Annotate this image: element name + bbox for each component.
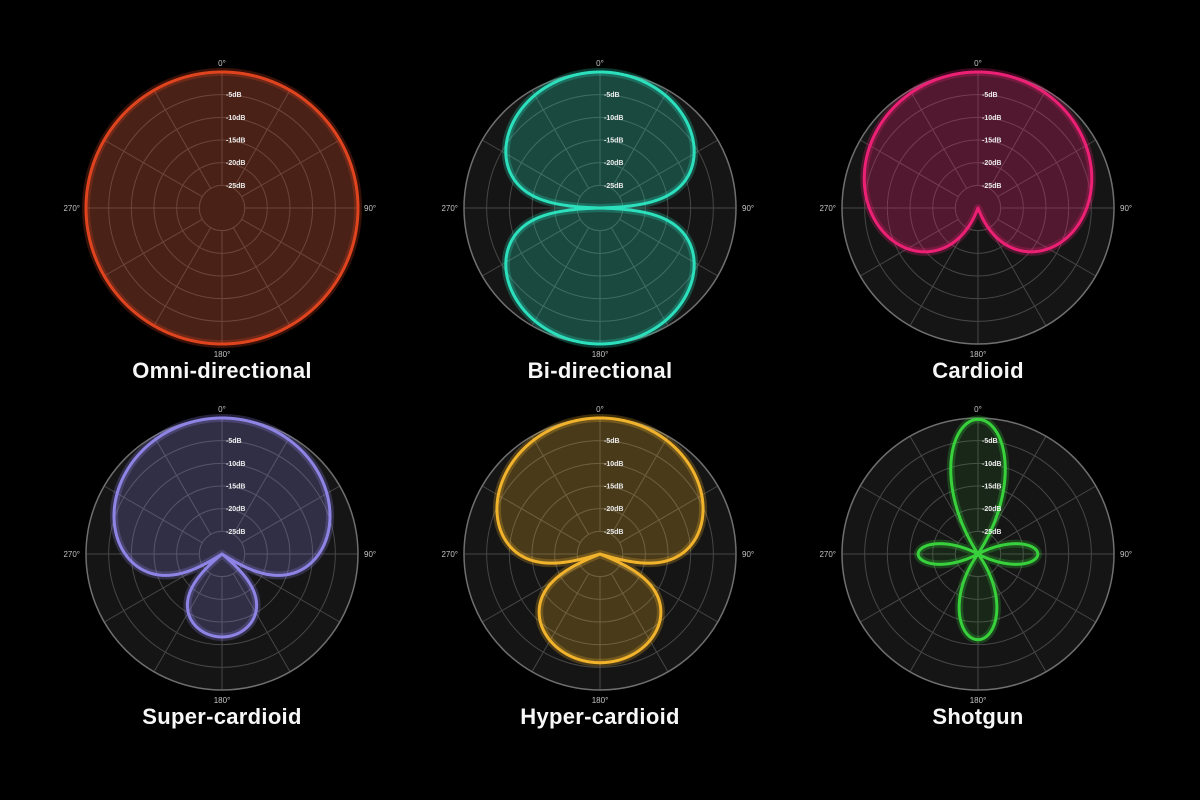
chart-title-super-cardioid: Super-cardioid (142, 704, 302, 729)
chart-title-cardioid: Cardioid (932, 358, 1024, 383)
svg-text:-15dB: -15dB (604, 138, 623, 145)
svg-text:-25dB: -25dB (226, 529, 245, 536)
svg-text:-15dB: -15dB (982, 138, 1001, 145)
svg-text:90°: 90° (742, 550, 754, 559)
svg-text:270°: 270° (819, 550, 836, 559)
polar-plot-hyper-cardioid: -5dB -10dB -15dB -20dB -25dB 0° 90° 180° 270° (441, 405, 754, 705)
polar-plot-super-cardioid: -5dB -10dB -15dB -20dB -25dB 0° 90° 180° 270° (63, 405, 376, 705)
chart-title-omni-directional: Omni-directional (132, 358, 312, 383)
svg-text:-25dB: -25dB (982, 529, 1001, 536)
svg-text:-25dB: -25dB (604, 183, 623, 190)
svg-text:0°: 0° (596, 59, 604, 68)
chart-cell-hyper-cardioid: -5dB -10dB -15dB -20dB -25dB 0° 90° 180° 270° Hy… (410, 405, 790, 730)
svg-text:-10dB: -10dB (982, 115, 1001, 122)
svg-text:270°: 270° (441, 550, 458, 559)
svg-text:0°: 0° (596, 405, 604, 414)
svg-text:-15dB: -15dB (604, 484, 623, 491)
svg-text:-25dB: -25dB (226, 183, 245, 190)
svg-text:-10dB: -10dB (982, 461, 1001, 468)
svg-text:-5dB: -5dB (982, 438, 998, 445)
svg-text:-15dB: -15dB (226, 484, 245, 491)
svg-text:-5dB: -5dB (604, 438, 620, 445)
chart-title-bi-directional: Bi-directional (527, 358, 673, 383)
svg-text:0°: 0° (974, 59, 982, 68)
svg-text:270°: 270° (819, 204, 836, 213)
svg-text:-25dB: -25dB (982, 183, 1001, 190)
svg-text:-10dB: -10dB (604, 461, 623, 468)
chart-title-shotgun: Shotgun (932, 704, 1024, 729)
svg-text:-10dB: -10dB (226, 115, 245, 122)
chart-cell-super-cardioid: -5dB -10dB -15dB -20dB -25dB 0° 90° 180° 270° Su… (32, 405, 412, 730)
chart-cell-cardioid: -5dB -10dB -15dB -20dB -25dB 0° 90° 180° 270° Ca… (788, 59, 1168, 384)
chart-title-hyper-cardioid: Hyper-cardioid (520, 704, 680, 729)
svg-text:-20dB: -20dB (604, 506, 623, 513)
svg-text:180°: 180° (214, 696, 231, 705)
svg-text:180°: 180° (970, 696, 987, 705)
svg-text:-10dB: -10dB (604, 115, 623, 122)
svg-text:-15dB: -15dB (982, 484, 1001, 491)
svg-text:270°: 270° (63, 550, 80, 559)
svg-text:180°: 180° (592, 696, 609, 705)
svg-text:270°: 270° (63, 204, 80, 213)
svg-text:90°: 90° (364, 204, 376, 213)
polar-plot-cardioid: -5dB -10dB -15dB -20dB -25dB 0° 90° 180° 270° (819, 59, 1132, 359)
svg-text:0°: 0° (218, 59, 226, 68)
svg-text:-15dB: -15dB (226, 138, 245, 145)
polar-plot-omni-directional: -5dB -10dB -15dB -20dB -25dB 0° 90° 180° 270° (63, 59, 376, 359)
chart-cell-omni-directional: -5dB -10dB -15dB -20dB -25dB 0° 90° 180° 270° Om… (32, 59, 412, 384)
svg-text:90°: 90° (742, 204, 754, 213)
svg-text:-5dB: -5dB (604, 92, 620, 99)
svg-text:-25dB: -25dB (604, 529, 623, 536)
polar-plot-bi-directional: -5dB -10dB -15dB -20dB -25dB 0° 90° 180° 270° (441, 59, 754, 359)
svg-text:90°: 90° (1120, 550, 1132, 559)
svg-text:-20dB: -20dB (604, 160, 623, 167)
chart-cell-shotgun: -5dB -10dB -15dB -20dB -25dB 0° 90° 180° 270° Sh… (788, 405, 1168, 730)
polar-plot-shotgun: -5dB -10dB -15dB -20dB -25dB 0° 90° 180° 270° (819, 405, 1132, 705)
svg-text:180°: 180° (214, 350, 231, 359)
svg-text:-20dB: -20dB (226, 506, 245, 513)
svg-text:-20dB: -20dB (982, 506, 1001, 513)
svg-text:90°: 90° (364, 550, 376, 559)
svg-text:180°: 180° (970, 350, 987, 359)
svg-text:270°: 270° (441, 204, 458, 213)
svg-text:180°: 180° (592, 350, 609, 359)
svg-text:0°: 0° (974, 405, 982, 414)
svg-text:-20dB: -20dB (982, 160, 1001, 167)
chart-cell-bi-directional: -5dB -10dB -15dB -20dB -25dB 0° 90° 180° 270° Bi… (410, 59, 790, 384)
svg-text:-5dB: -5dB (226, 92, 242, 99)
svg-text:-5dB: -5dB (982, 92, 998, 99)
svg-text:0°: 0° (218, 405, 226, 414)
svg-text:-5dB: -5dB (226, 438, 242, 445)
svg-text:-10dB: -10dB (226, 461, 245, 468)
svg-text:90°: 90° (1120, 204, 1132, 213)
svg-text:-20dB: -20dB (226, 160, 245, 167)
